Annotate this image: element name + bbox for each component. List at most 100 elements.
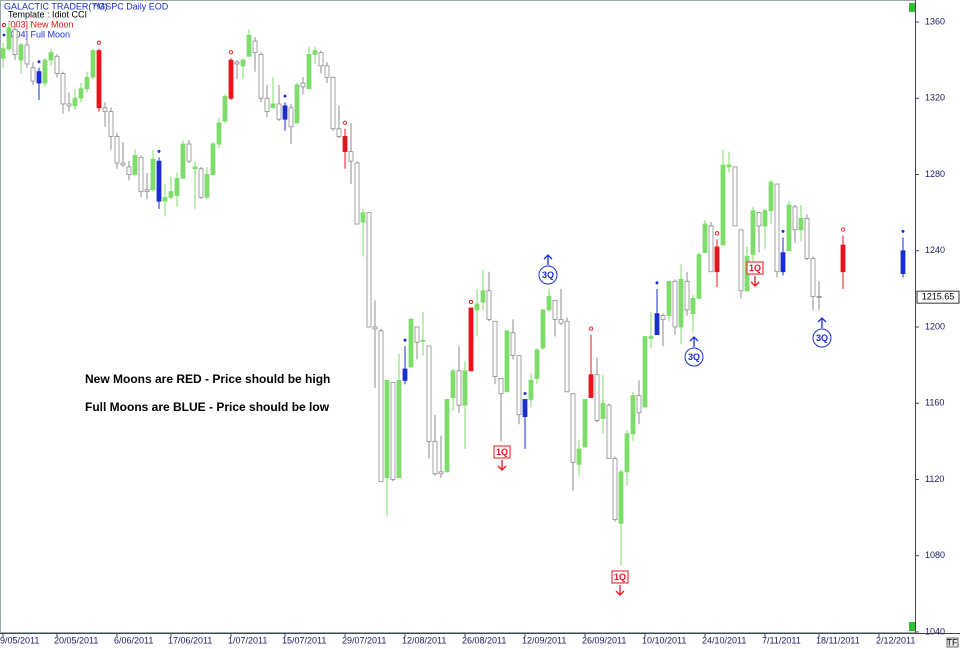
template: Template : Idiot CCI <box>8 9 87 19</box>
annotation-label: 3Q <box>816 333 828 343</box>
candle-body <box>450 370 456 398</box>
candle-body <box>678 278 684 328</box>
candle-body <box>342 135 348 153</box>
x-tick-label: 7/11/2011 <box>762 635 801 645</box>
annotation-circle <box>684 347 704 367</box>
candle-body <box>318 52 324 67</box>
candle-body <box>426 345 432 442</box>
candle-body <box>276 103 282 120</box>
candle-body <box>558 318 564 324</box>
last-price: 1215.65 <box>922 292 955 302</box>
y-tick-label: 1320 <box>925 93 945 103</box>
y-tick-label: 1080 <box>925 550 945 560</box>
candle-body <box>564 320 570 393</box>
candle-body <box>498 378 504 395</box>
full-moon-marker <box>283 94 287 98</box>
candle-body <box>210 143 216 175</box>
candle-body <box>654 313 660 336</box>
candle-body <box>180 143 186 179</box>
annotation-label: 1Q <box>614 572 626 582</box>
x-tick-label: 24/10/2011 <box>702 635 746 645</box>
x-tick-label: 26/09/2011 <box>582 635 626 645</box>
candle-body <box>108 111 114 137</box>
x-tick-label: 9/05/2011 <box>0 635 39 645</box>
candle-body <box>78 88 84 99</box>
scroll-marker <box>909 622 916 631</box>
candle-body <box>288 107 294 128</box>
candle-body <box>474 303 480 311</box>
candle-body <box>432 440 438 475</box>
candle-body <box>438 471 444 475</box>
candle-body <box>132 155 138 175</box>
annotation-box <box>611 570 629 584</box>
x-tick-label: 12/09/2011 <box>522 635 566 645</box>
candle-body <box>126 166 132 175</box>
new-moon-marker <box>840 227 846 232</box>
candle-body <box>756 212 762 227</box>
new-moon-marker <box>468 299 474 305</box>
candle-body <box>504 330 510 393</box>
candle-body <box>48 52 54 61</box>
candle-body <box>468 307 474 372</box>
candle-body <box>768 181 774 212</box>
y-tick-label: 1120 <box>925 474 944 484</box>
candle-body <box>102 107 108 112</box>
candle-body <box>240 59 246 67</box>
candle-body <box>162 196 168 202</box>
full-moon-marker <box>901 229 905 233</box>
candle-body <box>570 393 576 463</box>
candle-body <box>684 280 690 311</box>
annotation-label: 3Q <box>542 270 554 280</box>
annotation-box <box>746 261 764 275</box>
x-tick-label: 18/11/2011 <box>816 635 860 645</box>
x-tick-label: 12/08/2011 <box>402 635 446 645</box>
candle-body <box>246 34 252 57</box>
candle-body <box>96 50 102 109</box>
candle-body <box>174 177 180 196</box>
x-tick-label: 10/10/2011 <box>642 635 686 645</box>
y-tick-label: 1040 <box>925 626 945 636</box>
candle-body <box>510 332 516 356</box>
candle-body <box>660 315 666 320</box>
candle-body <box>252 40 258 53</box>
candle-body <box>204 174 210 198</box>
candle-body <box>144 189 150 193</box>
new-moon-marker <box>714 231 720 236</box>
annotation-circle <box>812 328 832 348</box>
candle-body <box>522 399 528 417</box>
candle-body <box>810 257 816 297</box>
y-tick-label: 1240 <box>925 245 945 255</box>
scroll-marker <box>909 3 916 12</box>
candle-body <box>618 471 624 524</box>
x-tick-label: 29/07/2011 <box>342 635 386 645</box>
candle-body <box>648 336 654 339</box>
candle-body <box>42 59 48 84</box>
candle-body <box>60 73 66 105</box>
candle-body <box>540 309 546 349</box>
candle-body <box>636 395 642 414</box>
y-tick-label: 1280 <box>925 169 945 179</box>
candle-body <box>378 330 384 482</box>
candle-body <box>12 29 18 55</box>
candle-body <box>72 97 78 107</box>
candle-body <box>750 210 756 255</box>
legend-new-moon-symbol <box>1 22 7 28</box>
candle-body <box>282 105 288 120</box>
candle-body <box>138 156 144 193</box>
candle-body <box>600 402 606 419</box>
y-tick-label: 1160 <box>925 398 944 408</box>
x-tick-label: 17/06/2011 <box>168 635 212 645</box>
new-moon-marker <box>342 120 348 125</box>
candle-body <box>774 183 780 273</box>
annotation-arrow <box>689 336 699 347</box>
candle-body <box>720 164 726 246</box>
candle-body <box>552 299 558 320</box>
candle-body <box>258 54 264 99</box>
candle-body <box>738 229 744 292</box>
candle-body <box>228 59 234 99</box>
candle-body <box>624 433 630 473</box>
candle-body <box>18 44 24 61</box>
candle-body <box>702 223 708 254</box>
annotation-label: 1Q <box>749 263 761 273</box>
